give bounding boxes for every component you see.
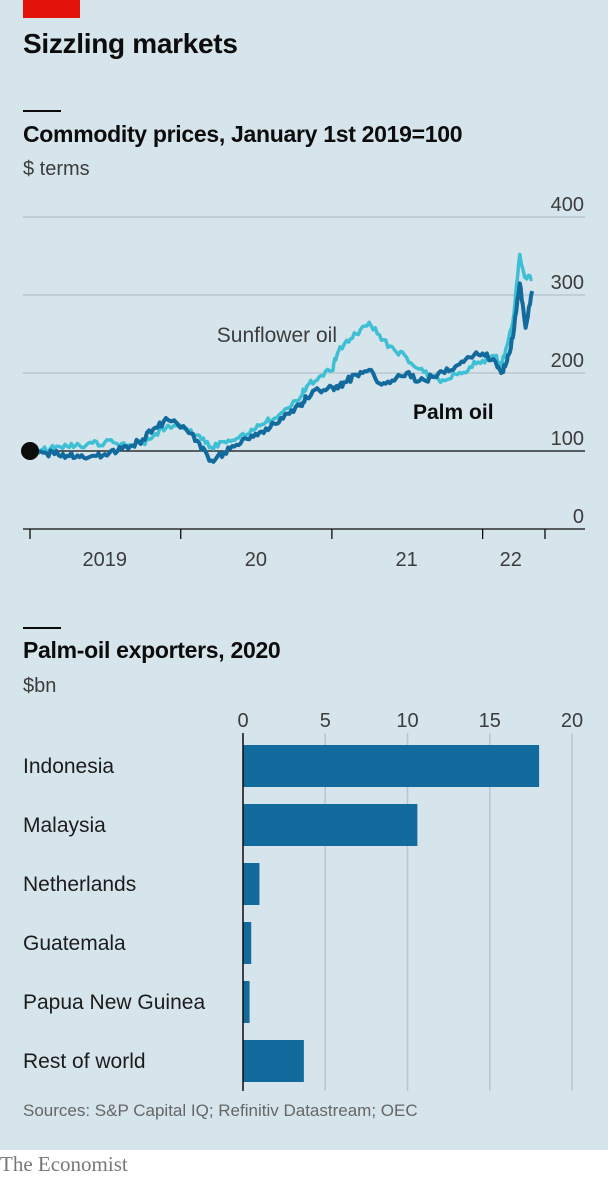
bar-malaysia [243,804,418,846]
x-tick-label: 15 [479,710,501,732]
bar-guatemala [243,922,252,964]
x-tick-label: 10 [396,710,418,732]
y-tick-label: 0 [573,506,584,528]
chart2-title-rule [23,627,61,629]
x-tick-label: 5 [320,710,331,732]
page-title: Sizzling markets [23,28,238,59]
chart1-title-rule [23,110,61,112]
x-tick-label: 22 [500,549,522,571]
chart2-title: Palm-oil exporters, 2020 [23,637,281,663]
bar-rest-of-world [243,1040,304,1082]
y-tick-label: 400 [551,194,584,216]
category-label: Indonesia [23,755,114,778]
line-chart: 0 100 200 300 400 2019 20 21 22 Sunflower oil Palm… [21,194,585,571]
x-tick-label: 20 [245,549,267,571]
bar-netherlands [243,863,260,905]
source-note: Sources: S&P Capital IQ; Refinitiv Datas… [23,1101,418,1120]
brand-wordmark: The Economist [0,1152,128,1176]
category-label: Malaysia [23,814,106,837]
bar-papua-new-guinea [243,981,250,1023]
category-label: Papua New Guinea [23,991,205,1014]
y-tick-label: 200 [551,350,584,372]
category-label: Guatemala [23,932,126,955]
y-tick-label: 300 [551,272,584,294]
chart1-unit: $ terms [23,158,90,180]
chart2-unit: $bn [23,675,57,697]
x-tick-label: 21 [396,549,418,571]
chart1-title: Commodity prices, January 1st 2019=100 [23,121,463,147]
category-label: Rest of world [23,1050,146,1073]
x-tick-label: 0 [237,710,248,732]
base-point-marker [21,442,39,460]
bar-indonesia [243,745,540,787]
sunflower-oil-line [28,252,533,455]
x-tick-label: 2019 [83,549,128,571]
palm-oil-label: Palm oil [413,401,494,424]
palm-oil-line [30,281,535,464]
brand-red-tag [23,0,80,18]
bar-chart: 0 5 10 15 20 Indonesia Malaysia Netherlands Guat… [23,710,583,1091]
y-tick-label: 100 [551,428,584,450]
x-tick-label: 20 [561,710,583,732]
sunflower-oil-label: Sunflower oil [217,324,337,347]
category-label: Netherlands [23,873,136,896]
chart-canvas: Sizzling markets Commodity prices, Janua… [0,0,608,1150]
